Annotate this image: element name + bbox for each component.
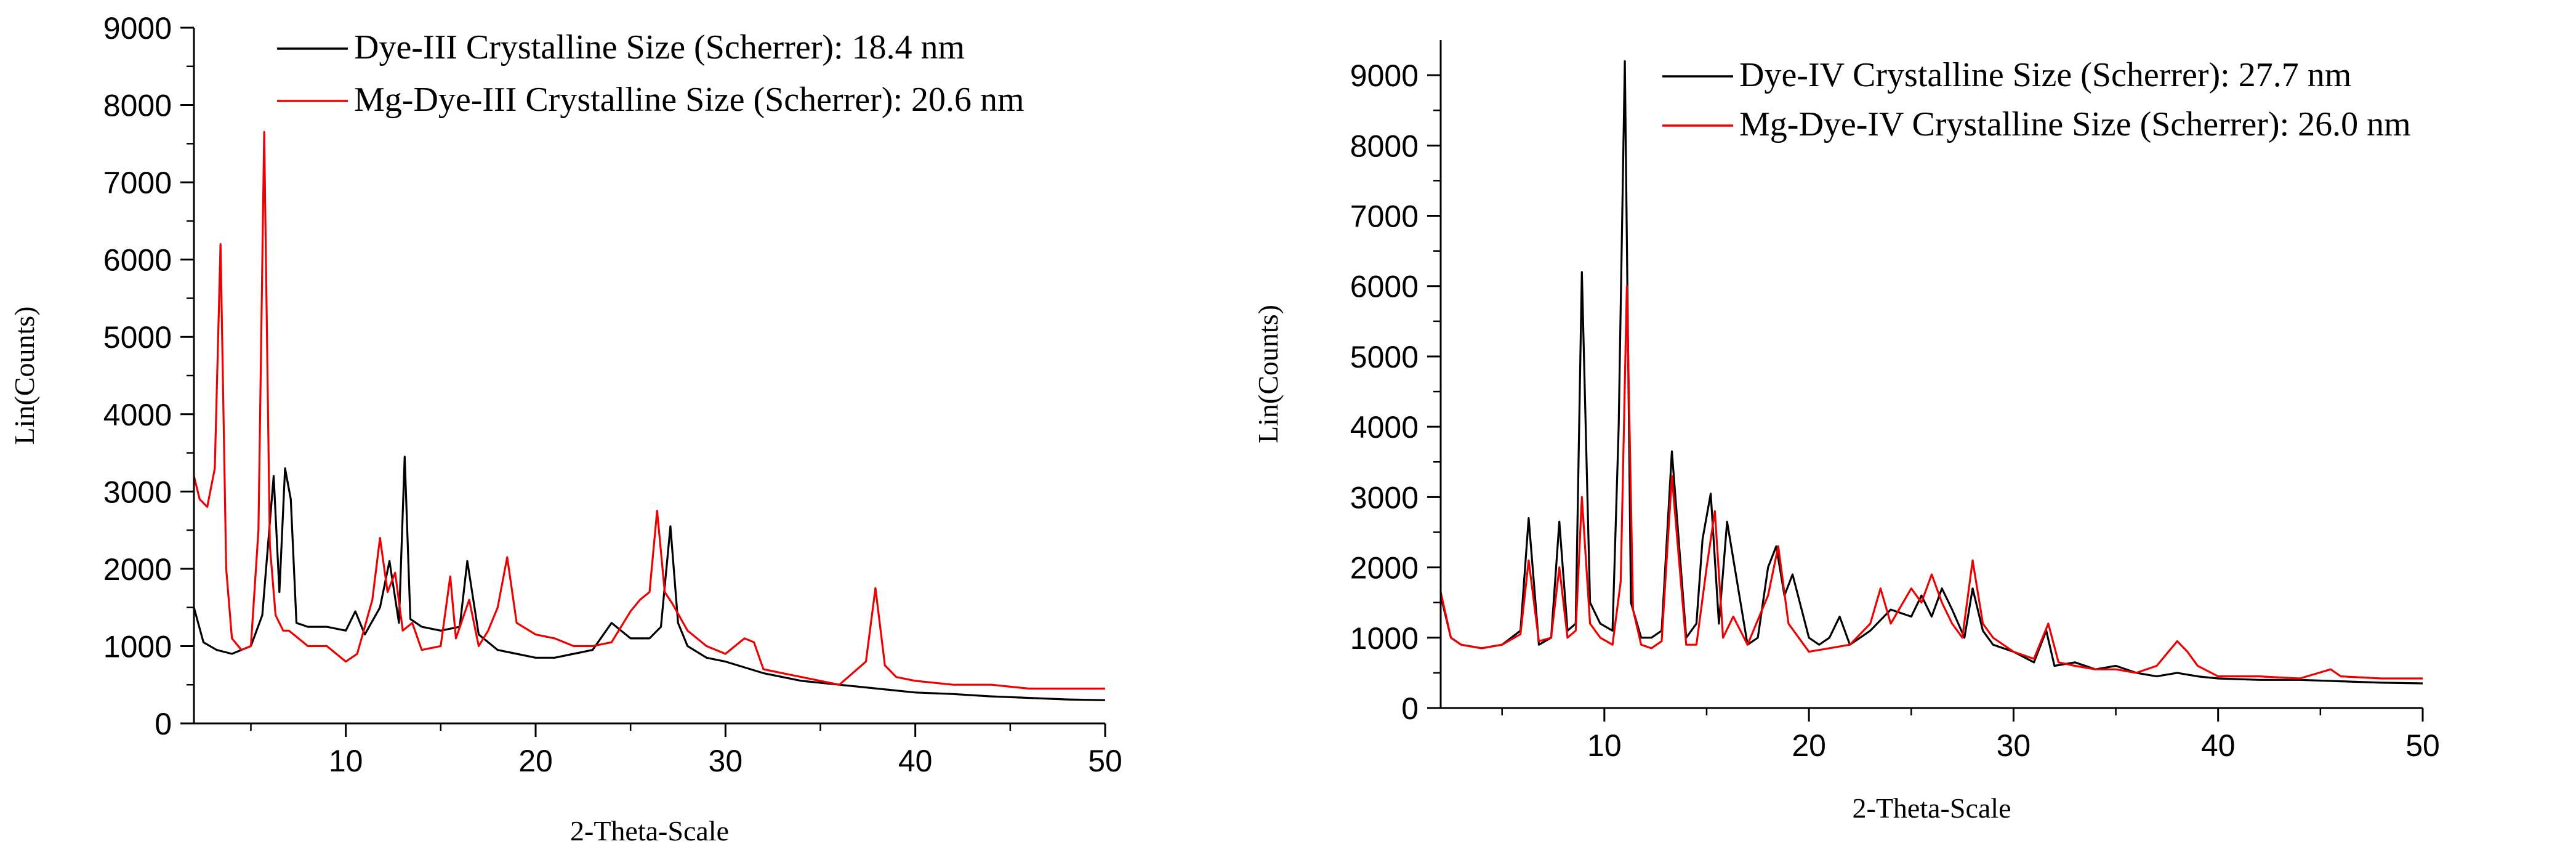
y-tick-label: 4000 [1350,410,1419,445]
y-tick-label: 5000 [103,320,172,355]
y-tick-label: 8000 [1350,129,1419,163]
y-tick-label: 3000 [103,475,172,509]
y-tick-label: 5000 [1350,340,1419,374]
y-axis-title: Lin(Counts) [9,307,40,445]
y-axis-title: Lin(Counts) [1252,305,1284,443]
legend-entry: Dye-IV Crystalline Size (Scherrer): 27.7… [1739,56,2351,94]
y-tick-label: 4000 [103,398,172,432]
y-tick-label: 0 [1401,691,1419,726]
y-tick-label: 0 [155,707,172,741]
y-tick-label: 1000 [1350,621,1419,656]
y-tick-label: 3000 [1350,480,1419,515]
x-tick-label: 50 [1088,744,1122,778]
x-tick-label: 10 [329,744,363,778]
y-tick-label: 7000 [103,166,172,200]
x-tick-label: 40 [898,744,933,778]
legend-entry: Mg-Dye-IV Crystalline Size (Scherrer): 2… [1739,105,2411,143]
y-tick-label: 8000 [103,89,172,123]
chart-panel-dye-iii: 0 1000 2000 3000 4000 5000 6000 7000 8000 9000 10 2… [9,11,1122,847]
y-tick-label: 9000 [103,11,172,46]
y-tick-label: 2000 [103,552,172,587]
y-tick-label: 7000 [1350,199,1419,234]
y-tick-label: 1000 [103,629,172,664]
x-tick-label: 30 [1997,728,2031,763]
x-axis-title: 2-Theta-Scale [1853,792,2011,824]
y-tick-label: 6000 [103,243,172,278]
x-axis-title: 2-Theta-Scale [570,815,729,847]
x-tick-label: 40 [2201,728,2236,763]
x-tick-label: 20 [518,744,553,778]
series-line-0-0 [193,456,1106,701]
y-tick-label: 9000 [1350,58,1419,93]
x-tick-label: 30 [709,744,743,778]
legend-entry: Dye-III Crystalline Size (Scherrer): 18.… [354,28,965,66]
legend-entry: Mg-Dye-III Crystalline Size (Scherrer): … [354,81,1024,119]
y-tick-label: 6000 [1350,270,1419,304]
chart-panel-dye-iv: 0 1000 2000 3000 4000 5000 6000 7000 8000 9000 10 2… [1252,40,2440,824]
x-tick-label: 10 [1587,728,1622,763]
series-line-1-1 [1439,285,2423,680]
series-line-0-1 [193,131,1105,690]
x-tick-label: 50 [2405,728,2440,763]
y-tick-label: 2000 [1350,551,1419,585]
x-tick-label: 20 [1792,728,1826,763]
